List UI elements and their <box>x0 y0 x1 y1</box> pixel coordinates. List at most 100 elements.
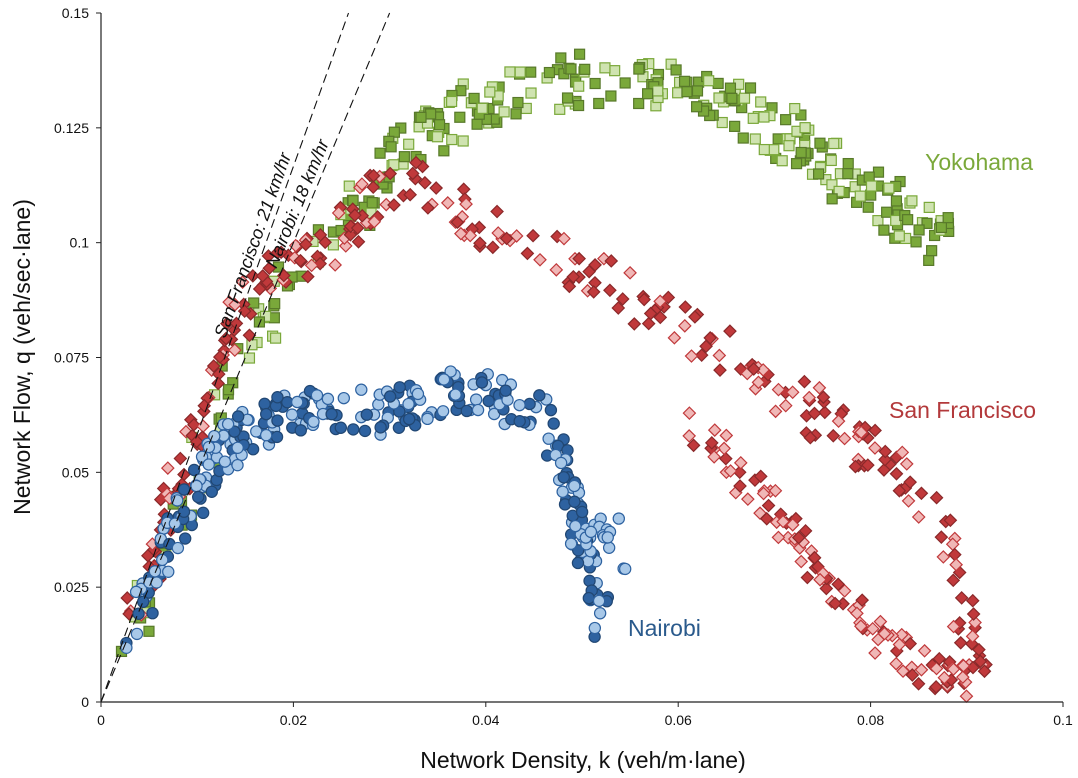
san-francisco-point <box>877 626 892 641</box>
nairobi-point <box>437 373 451 386</box>
san-francisco-point <box>719 428 734 443</box>
nairobi-point <box>231 458 244 472</box>
yokohama-point <box>703 75 715 87</box>
san-francisco-point <box>936 550 951 564</box>
yokohama-point <box>565 63 577 75</box>
san-francisco-point <box>946 619 961 634</box>
san-francisco-point <box>911 676 926 691</box>
san-francisco-point <box>328 258 342 272</box>
san-francisco-point <box>348 208 362 222</box>
yokohama-point <box>652 85 664 97</box>
san-francisco-point <box>954 591 969 605</box>
san-francisco-point <box>450 215 465 230</box>
nairobi-point <box>171 541 185 555</box>
yokohama-point <box>641 88 654 100</box>
nairobi-point <box>205 485 218 499</box>
san-francisco-point <box>723 464 738 478</box>
san-francisco-point <box>807 550 822 565</box>
san-francisco-point <box>712 348 727 363</box>
san-francisco-point <box>229 316 244 331</box>
yokohama-point <box>476 102 488 114</box>
nairobi-point <box>310 389 324 402</box>
san-francisco-point <box>959 689 974 704</box>
yokohama-point <box>269 298 281 310</box>
yokohama-point <box>633 97 645 110</box>
san-francisco-point <box>817 405 832 420</box>
nairobi-point <box>196 506 210 520</box>
san-francisco-point <box>848 459 863 474</box>
nairobi-point <box>148 565 162 578</box>
san-francisco-point <box>686 438 701 453</box>
san-francisco-point <box>490 204 504 219</box>
san-francisco-point <box>914 486 929 501</box>
nairobi-point <box>554 456 568 470</box>
san-francisco-point <box>707 423 722 437</box>
nairobi-point <box>523 397 536 411</box>
san-francisco-point <box>549 262 564 277</box>
san-francisco-point <box>946 662 961 677</box>
san-francisco-point <box>219 331 233 346</box>
san-francisco-point <box>947 547 962 562</box>
nairobi-point <box>571 556 585 570</box>
san-francisco-point <box>929 680 943 694</box>
san-francisco-point <box>627 317 642 331</box>
yokohama-point <box>573 80 585 92</box>
nairobi-point <box>358 424 372 438</box>
x-tick-label: 0.1 <box>1053 712 1073 728</box>
san-francisco-point <box>778 398 793 413</box>
nairobi-point <box>260 407 273 421</box>
yokohama-point <box>433 119 446 131</box>
san-francisco-point <box>641 316 656 331</box>
nairobi-point <box>542 432 555 445</box>
yokohama-point <box>484 86 496 98</box>
yokohama-point <box>605 90 617 102</box>
san-francisco-point <box>803 430 818 445</box>
san-francisco-point <box>929 490 944 505</box>
yokohama-point <box>942 212 954 224</box>
yokohama-point <box>691 85 704 97</box>
yokohama-point <box>525 66 537 78</box>
san-francisco-point <box>173 451 188 466</box>
san-francisco-point <box>953 635 968 650</box>
san-francisco-point <box>245 269 260 283</box>
yokohama-point <box>726 92 738 104</box>
san-francisco-point <box>937 670 952 685</box>
san-francisco-point <box>533 252 547 267</box>
san-francisco-point <box>854 619 868 634</box>
san-francisco-point <box>485 240 500 255</box>
san-francisco-point <box>684 349 699 363</box>
san-francisco-point <box>211 376 226 391</box>
san-francisco-point <box>120 591 135 605</box>
san-francisco-point <box>917 643 932 658</box>
san-francisco-point <box>868 441 882 455</box>
san-francisco-point <box>403 187 418 202</box>
san-francisco-point <box>418 175 432 190</box>
san-francisco-point <box>694 348 709 363</box>
yokohama-point <box>768 144 780 156</box>
san-francisco-point <box>562 279 577 294</box>
san-francisco-point <box>895 445 910 460</box>
nairobi-point <box>334 421 348 434</box>
san-francisco-point <box>459 197 473 211</box>
san-francisco-point <box>965 593 980 608</box>
san-francisco-point <box>713 363 727 377</box>
yokohama-point <box>385 141 397 153</box>
yokohama-point <box>716 116 728 129</box>
nairobi-point <box>271 414 284 427</box>
san-francisco-point <box>903 475 918 490</box>
nairobi-point <box>564 537 578 550</box>
san-francisco-point <box>878 452 892 467</box>
yokohama-point <box>425 108 437 120</box>
san-francisco-point <box>837 431 852 446</box>
san-francisco-point <box>771 382 786 397</box>
x-axis-title: Network Density, k (veh/m·lane) <box>420 747 746 773</box>
yokohama-point <box>923 254 935 266</box>
nairobi-point <box>294 424 307 437</box>
yokohama-point <box>457 135 469 147</box>
san-francisco-point <box>889 656 903 671</box>
nairobi-point <box>156 553 169 567</box>
san-francisco-point <box>491 226 506 240</box>
nairobi-point <box>271 391 284 404</box>
yokohama-point <box>609 65 621 77</box>
san-francisco-point <box>932 651 947 666</box>
